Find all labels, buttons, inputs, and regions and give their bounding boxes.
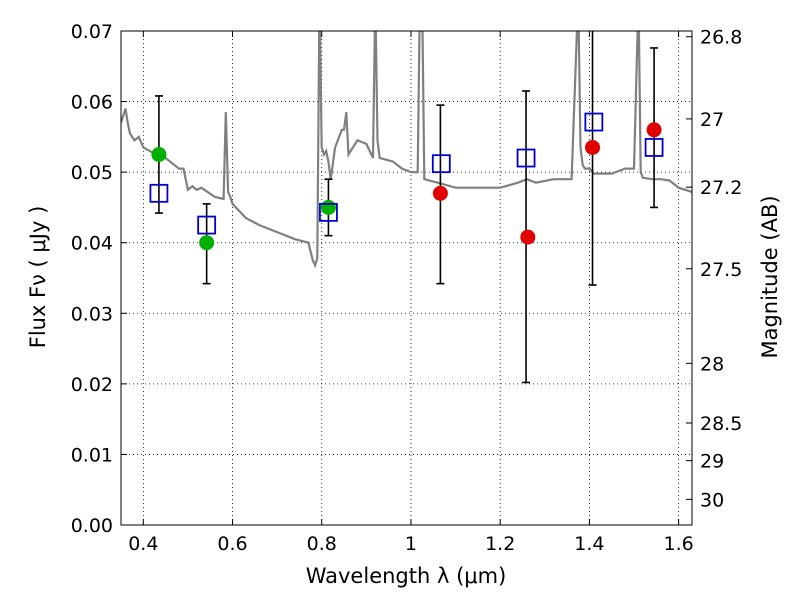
y-tick-label: 0.06 <box>71 92 113 114</box>
model-square <box>644 138 664 157</box>
plot-frame <box>120 30 693 526</box>
plot-contents <box>121 31 692 384</box>
model-square <box>197 215 217 235</box>
red-points <box>432 122 662 245</box>
model-square <box>584 112 604 132</box>
y2-tick-label: 28 <box>700 353 724 375</box>
y2-axis-label: Magnitude (AB) <box>758 195 782 358</box>
green-points <box>151 147 336 251</box>
x-axis-label: Wavelength λ (μm) <box>306 564 507 588</box>
errorbars <box>154 31 659 384</box>
spectrum-line <box>121 31 692 269</box>
y2-tick-label: 28.5 <box>700 413 742 435</box>
red-point <box>432 185 448 201</box>
y2-tick-label: 29 <box>700 451 724 473</box>
model-squares <box>149 112 664 235</box>
red-point <box>585 139 601 155</box>
model-square <box>431 154 451 174</box>
green-point <box>320 199 336 215</box>
model-square <box>319 202 338 222</box>
x-tick-label: 1.6 <box>664 533 694 555</box>
y-tick-label: 0.02 <box>71 374 113 396</box>
y2-tick-label: 27.5 <box>700 259 742 281</box>
green-point <box>151 147 167 162</box>
y-axis-label: Flux Fν ( μJy ) <box>26 206 50 349</box>
x-tick-label: 1 <box>405 533 417 555</box>
y2-tick-label: 26.8 <box>700 27 742 49</box>
y2-tick-label: 27.2 <box>700 177 742 199</box>
model-square <box>149 183 169 203</box>
y2-axis: 26.8 27 27.2 27.5 28 28.5 29 30 <box>686 27 742 511</box>
y2-tick-label: 30 <box>700 489 724 511</box>
y-axis: 0.00 0.01 0.02 0.03 0.04 0.05 0.06 0.07 <box>71 21 127 537</box>
y-tick-label: 0.07 <box>71 21 113 43</box>
x-tick-label: 0.4 <box>128 533 158 555</box>
y-tick-label: 0.05 <box>71 162 113 184</box>
y-tick-label: 0.01 <box>71 444 113 466</box>
x-axis: 0.4 0.6 0.8 1 1.2 1.4 1.6 <box>128 31 694 555</box>
red-point <box>520 229 536 245</box>
x-tick-label: 1.4 <box>574 533 604 555</box>
y-tick-label: 0.00 <box>71 515 113 537</box>
y-tick-label: 0.03 <box>71 303 113 325</box>
y-tick-label: 0.04 <box>71 233 113 255</box>
x-tick-label: 0.8 <box>307 533 337 555</box>
y2-tick-label: 27 <box>700 109 724 131</box>
x-tick-label: 1.2 <box>485 533 515 555</box>
red-point <box>646 122 662 138</box>
green-point <box>199 235 215 251</box>
model-square <box>516 148 536 168</box>
x-tick-label: 0.6 <box>217 533 247 555</box>
